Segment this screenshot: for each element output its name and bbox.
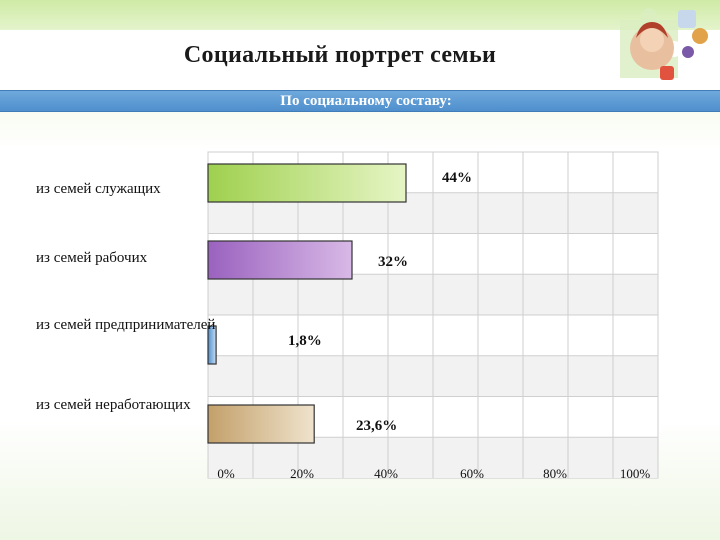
category-label: из семей рабочих	[36, 250, 148, 266]
category-label: из семей предпринимателей	[36, 317, 216, 333]
bar-3	[207, 325, 217, 365]
x-tick-label: 0%	[217, 466, 235, 481]
bar-4	[207, 404, 315, 444]
top-band	[0, 0, 720, 30]
data-label: 1,8%	[288, 333, 322, 349]
data-label: 32%	[378, 254, 408, 270]
page-title: Социальный портрет семьи	[183, 42, 497, 68]
x-tick-label: 80%	[543, 466, 567, 481]
bar-1	[207, 163, 407, 203]
data-label: 44%	[442, 170, 472, 186]
category-label: из семей служащих	[36, 181, 161, 197]
x-tick-label: 100%	[619, 466, 651, 481]
category-label: из семей неработающих	[36, 397, 191, 413]
title-area	[0, 30, 720, 90]
x-tick-label: 40%	[374, 466, 398, 481]
chart-bars	[207, 163, 407, 444]
x-tick-label: 60%	[460, 466, 484, 481]
puzzle-decoration-icon	[620, 8, 708, 80]
bar-2	[207, 240, 353, 280]
data-label: 23,6%	[356, 418, 398, 434]
x-tick-label: 20%	[290, 466, 314, 481]
page-subtitle: По социальному составу:	[280, 93, 452, 109]
subtitle-bar	[0, 90, 720, 112]
